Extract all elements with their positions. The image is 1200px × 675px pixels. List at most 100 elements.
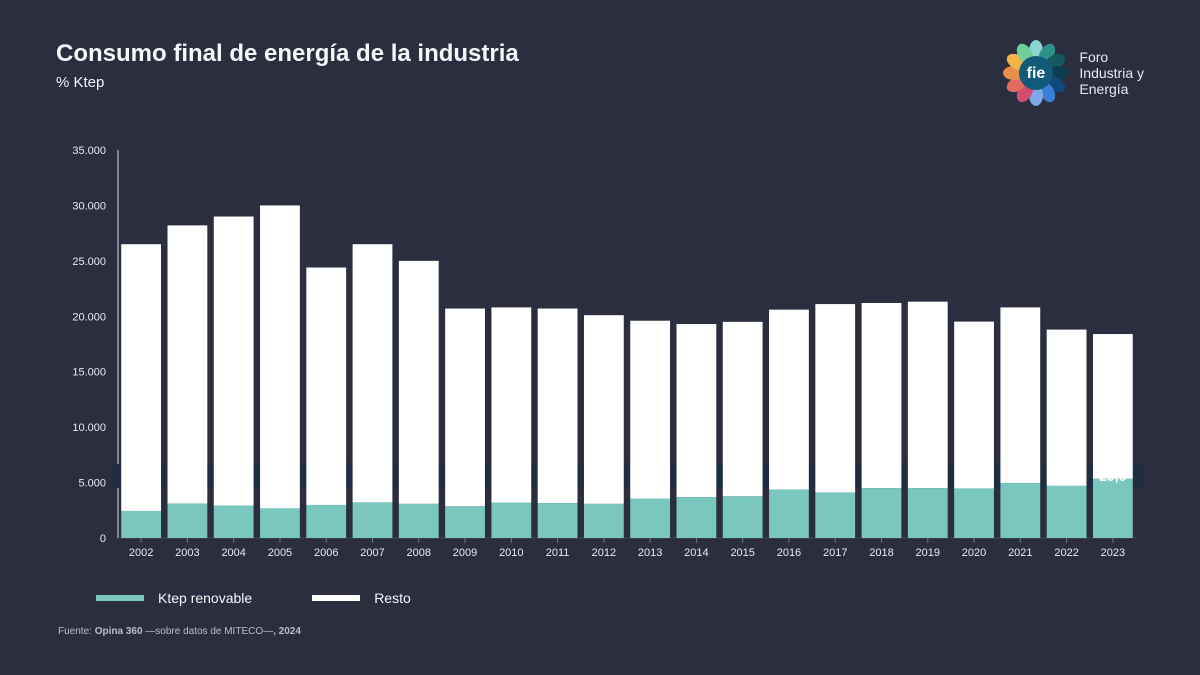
brand-tagline-line: Energía	[1079, 81, 1144, 97]
svg-text:2018: 2018	[869, 547, 893, 559]
brand-mark-icon: fie	[1003, 40, 1069, 106]
legend: Ktep renovable Resto	[56, 590, 1144, 606]
svg-text:12,2: 12,2	[313, 468, 340, 484]
svg-text:35.000: 35.000	[72, 145, 106, 157]
svg-text:19,3: 19,3	[729, 468, 756, 484]
bar-rest	[168, 225, 208, 503]
bar-renewable	[260, 508, 300, 538]
svg-text:15,4: 15,4	[498, 468, 525, 484]
source-line: Fuente: Opina 360 —sobre datos de MITECO…	[56, 626, 1144, 637]
svg-text:2022: 2022	[1054, 547, 1078, 559]
bar-renewable	[815, 492, 855, 538]
svg-text:19,1: 19,1	[683, 468, 710, 484]
svg-text:2023: 2023	[1101, 547, 1125, 559]
svg-text:21,2: 21,2	[868, 468, 895, 484]
legend-item-rest: Resto	[312, 590, 411, 606]
bar-rest	[769, 310, 809, 490]
svg-text:10.000: 10.000	[72, 422, 106, 434]
svg-text:15,2: 15,2	[544, 468, 571, 484]
svg-text:11,0: 11,0	[174, 468, 201, 484]
svg-text:30.000: 30.000	[72, 200, 106, 212]
bar-renewable	[769, 490, 809, 538]
brand-tagline-line: Industria y	[1079, 65, 1144, 81]
svg-text:10,1: 10,1	[220, 468, 247, 484]
bar-rest	[862, 303, 902, 488]
page-subtitle: % Ktep	[56, 74, 519, 91]
bar-renewable	[954, 488, 994, 538]
svg-text:2020: 2020	[962, 547, 986, 559]
source-bold: Opina 360	[95, 626, 143, 637]
bar-rest	[214, 217, 254, 506]
svg-text:2014: 2014	[684, 547, 708, 559]
svg-text:2007: 2007	[360, 547, 384, 559]
svg-text:2021: 2021	[1008, 547, 1032, 559]
stacked-bar-chart: 05.00010.00015.00020.00025.00030.00035.0…	[56, 142, 1144, 572]
svg-text:21,2: 21,2	[775, 468, 802, 484]
svg-text:19,5: 19,5	[822, 468, 849, 484]
svg-text:5.000: 5.000	[78, 478, 106, 490]
svg-text:13,8: 13,8	[451, 468, 478, 484]
title-block: Consumo final de energía de la industria…	[56, 40, 519, 91]
svg-text:2015: 2015	[730, 547, 754, 559]
bar-renewable	[908, 488, 948, 538]
source-suffix: , 2024	[273, 626, 301, 637]
brand-logo: fie Foro Industria y Energía	[1003, 40, 1144, 106]
bar-renewable	[584, 504, 624, 538]
bar-renewable	[121, 511, 161, 538]
legend-item-renewable: Ktep renovable	[96, 590, 252, 606]
svg-text:2005: 2005	[268, 547, 292, 559]
bar-renewable	[538, 503, 578, 538]
chart-area: 05.00010.00015.00020.00025.00030.00035.0…	[56, 142, 1144, 572]
svg-text:2003: 2003	[175, 547, 199, 559]
svg-text:fie: fie	[1027, 65, 1046, 82]
legend-label: Ktep renovable	[158, 590, 252, 606]
svg-text:25,0: 25,0	[1053, 468, 1080, 484]
bar-renewable	[168, 504, 208, 538]
bar-renewable	[399, 504, 439, 538]
svg-text:12,1: 12,1	[359, 468, 386, 484]
svg-text:21,1: 21,1	[914, 468, 941, 484]
bar-renewable	[723, 496, 763, 538]
svg-text:2008: 2008	[407, 547, 431, 559]
svg-text:2016: 2016	[777, 547, 801, 559]
svg-text:2017: 2017	[823, 547, 847, 559]
svg-text:29,0: 29,0	[1099, 468, 1126, 484]
header: Consumo final de energía de la industria…	[56, 40, 1144, 106]
svg-text:9,2: 9,2	[131, 468, 151, 484]
svg-text:18,1: 18,1	[637, 468, 664, 484]
svg-text:22,9: 22,9	[960, 468, 987, 484]
svg-text:15,4: 15,4	[590, 468, 617, 484]
svg-text:2006: 2006	[314, 547, 338, 559]
svg-text:2010: 2010	[499, 547, 523, 559]
bar-renewable	[630, 499, 670, 538]
bar-rest	[260, 205, 300, 508]
bar-rest	[1000, 307, 1040, 483]
bar-renewable	[1000, 483, 1040, 538]
legend-swatch	[312, 595, 360, 601]
page-title: Consumo final de energía de la industria	[56, 40, 519, 68]
svg-text:2004: 2004	[221, 547, 245, 559]
bar-renewable	[1093, 479, 1133, 538]
bar-rest	[1047, 330, 1087, 486]
svg-text:2013: 2013	[638, 547, 662, 559]
bar-rest	[353, 244, 393, 502]
bar-rest	[1093, 334, 1133, 479]
svg-text:8,9: 8,9	[270, 468, 290, 484]
svg-text:23,9: 23,9	[1007, 468, 1034, 484]
bar-renewable	[491, 503, 531, 538]
svg-text:2019: 2019	[916, 547, 940, 559]
bar-rest	[954, 322, 994, 489]
svg-text:0: 0	[100, 533, 106, 545]
bar-rest	[815, 304, 855, 492]
bar-renewable	[677, 497, 717, 538]
bar-renewable	[353, 502, 393, 538]
bar-renewable	[1047, 486, 1087, 538]
brand-tagline-line: Foro	[1079, 49, 1144, 65]
svg-text:25.000: 25.000	[72, 256, 106, 268]
svg-text:2012: 2012	[592, 547, 616, 559]
source-mid: —sobre datos de MITECO—	[143, 626, 274, 637]
bar-renewable	[214, 506, 254, 538]
legend-swatch	[96, 595, 144, 601]
bar-rest	[908, 302, 948, 488]
svg-text:2009: 2009	[453, 547, 477, 559]
